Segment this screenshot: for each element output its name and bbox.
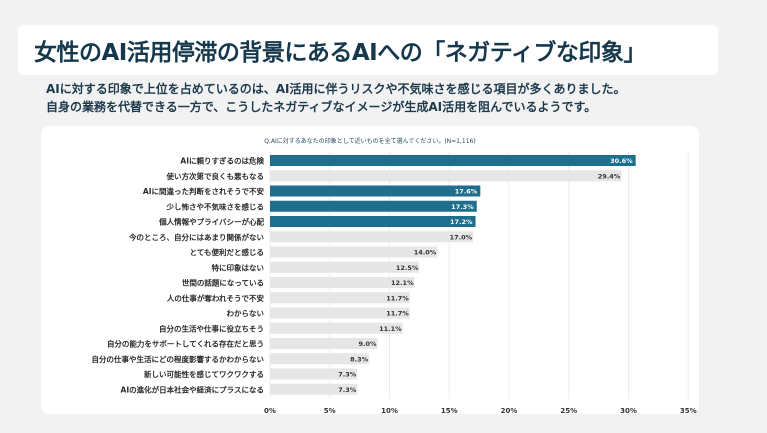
category-label: 自分の仕事や生活にどの程度影響するかわからない [92, 354, 265, 364]
chart-title: Q.AIに対するあなたの印象として近いものを全て選んでください。(N=1,116… [264, 138, 476, 145]
category-label: 少し怖さや不気味さを感じる [166, 201, 265, 211]
value-label: 12.5% [396, 264, 419, 272]
value-label: 11.1% [379, 325, 402, 333]
bar [270, 277, 415, 288]
title-card: 女性のAI活用停滞の背景にあるAIへの「ネガティブな印象」 [18, 25, 718, 75]
bar [270, 261, 420, 273]
x-tick-label: 30% [620, 407, 637, 414]
value-label: 29.4% [598, 172, 621, 180]
value-label: 11.7% [386, 294, 409, 302]
category-label: 新しい可能性を感じてワクワクする [144, 369, 264, 379]
category-label: AIに頼りすぎるのは危険 [180, 156, 264, 166]
bar [270, 216, 476, 227]
category-label: 個人情報やプライバシーが心配 [158, 217, 264, 227]
x-tick-label: 25% [560, 407, 577, 414]
value-label: 17.2% [450, 218, 473, 226]
category-label: 自分の生活や仕事に役立ちそう [159, 323, 264, 333]
x-tick-label: 15% [441, 407, 458, 414]
bar [270, 185, 481, 197]
category-label: 世間の話題になっている [182, 278, 264, 288]
bar [270, 155, 636, 166]
category-label: 今のところ、自分にはあまり関係がない [128, 232, 264, 242]
bar [270, 353, 370, 365]
category-label: AIの進化が日本社会や経済にプラスになる [121, 384, 264, 394]
bar-chart: 0% 5% 10% 15% 20% 25% 30% 35% AIに頼りすぎるのは危険 30.6% 使… [92, 151, 697, 414]
value-label: 11.7% [386, 310, 409, 318]
bar [270, 246, 438, 258]
category-label: とても便利だと感じる [190, 247, 264, 257]
category-label: 自分の能力をサポートしてくれる存在だと思う [107, 339, 264, 349]
chart-card: Q.AIに対するあなたの印象として近いものを全て選んでください。(N=1,116… [41, 126, 699, 414]
x-tick-label: 35% [680, 407, 697, 414]
value-label: 30.6% [610, 157, 633, 165]
value-label: 17.6% [455, 188, 478, 196]
category-label: 特に印象はない [212, 262, 265, 272]
description-line-2: 自身の業務を代替できる一方で、こうしたネガティブなイメージが生成AI活用を阻んで… [46, 100, 597, 114]
bar [270, 322, 403, 334]
bar [270, 292, 410, 304]
bar [270, 307, 410, 319]
x-tick-label: 20% [501, 407, 518, 414]
bar [270, 338, 378, 349]
category-label: AIに間違った判断をされそうで不安 [143, 186, 265, 196]
value-label: 8.3% [350, 355, 369, 363]
value-label: 17.0% [450, 233, 473, 241]
x-tick-label: 5% [324, 407, 336, 414]
x-tick-label: 0% [264, 407, 276, 414]
value-label: 7.3% [338, 386, 357, 394]
value-label: 9.0% [359, 340, 378, 348]
bar [270, 200, 477, 212]
value-label: 7.3% [338, 371, 357, 379]
category-label: 使い方次第で良くも悪もなる [166, 171, 265, 181]
description-line-1: AIに対する印象で上位を占めているのは、AI活用に伴うリスクや不気味さを感じる項… [46, 82, 626, 96]
x-tick-label: 10% [381, 407, 398, 414]
value-label: 17.3% [451, 203, 474, 211]
value-label: 12.1% [391, 279, 414, 287]
bar [270, 368, 358, 380]
bar [270, 231, 474, 243]
bar [270, 170, 622, 182]
value-label: 14.0% [414, 249, 437, 257]
category-label: 人の仕事が奪われそうで不安 [167, 293, 265, 303]
description: AIに対する印象で上位を占めているのは、AI活用に伴うリスクや不気味さを感じる項… [46, 80, 626, 116]
page-title: 女性のAI活用停滞の背景にあるAIへの「ネガティブな印象」 [34, 40, 646, 66]
category-label: わからない [227, 309, 265, 318]
bar [270, 383, 358, 395]
